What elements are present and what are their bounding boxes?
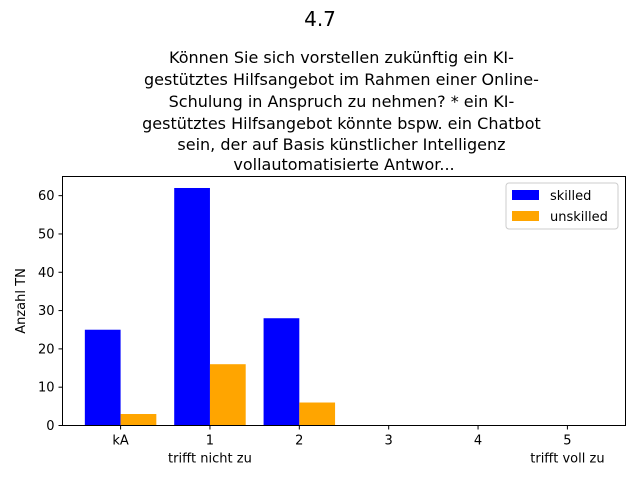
bar-unskilled bbox=[209, 364, 246, 426]
bar-skilled bbox=[263, 318, 300, 426]
legend-label-skilled: skilled bbox=[550, 189, 591, 204]
legend-swatch-unskilled bbox=[512, 211, 539, 221]
y-tick-label: 10 bbox=[38, 381, 55, 396]
x-tick-sublabel: trifft voll zu bbox=[530, 452, 604, 467]
x-tick-label: 4 bbox=[474, 434, 482, 449]
bar-skilled bbox=[84, 329, 121, 426]
y-tick-label: 40 bbox=[38, 266, 55, 281]
axes-frame bbox=[62, 176, 626, 426]
bar-unskilled bbox=[299, 402, 336, 426]
chart-title: Können Sie sich vorstellen zukünftig ein… bbox=[142, 48, 546, 174]
y-tick-label: 60 bbox=[38, 189, 55, 204]
bar-skilled bbox=[174, 187, 210, 426]
legend: skilled unskilled bbox=[505, 182, 619, 230]
y-tick-label: 30 bbox=[38, 304, 55, 319]
x-tick-label: kA bbox=[112, 434, 129, 449]
chart-title-line: Können Sie sich vorstellen zukünftig ein… bbox=[169, 48, 514, 67]
chart-title-line: gestütztes Hilfsangebot könnte bspw. ein… bbox=[142, 114, 541, 133]
chart-title-line: vollautomatisierte Antwor... bbox=[233, 155, 454, 174]
x-tick-label: 5 bbox=[563, 434, 571, 449]
chart-title-line: sein, der auf Basis künstlicher Intellig… bbox=[177, 135, 505, 154]
chart-suptitle: 4.7 bbox=[304, 7, 336, 31]
legend-swatch-skilled bbox=[512, 190, 539, 200]
x-tick-sublabel: trifft nicht zu bbox=[168, 452, 252, 467]
chart-title-line: Schulung in Anspruch zu nehmen? * ein KI… bbox=[169, 92, 515, 111]
x-tick-label: 1 bbox=[206, 434, 214, 449]
chart-title-line: gestütztes Hilfsangebot im Rahmen einer … bbox=[144, 70, 539, 89]
bar-unskilled bbox=[120, 414, 157, 426]
y-tick-label: 20 bbox=[38, 342, 55, 357]
x-tick-label: 3 bbox=[385, 434, 393, 449]
plot-area: 0 10 20 30 40 50 60 kA 1 trifft nicht zu 2 3 4 5 triff… bbox=[38, 187, 605, 467]
x-tick-label: 2 bbox=[295, 434, 303, 449]
y-tick-label: 0 bbox=[46, 419, 54, 434]
y-tick-label: 50 bbox=[38, 227, 55, 242]
y-axis-label: Anzahl TN bbox=[14, 268, 29, 334]
legend-label-unskilled: unskilled bbox=[550, 210, 608, 225]
